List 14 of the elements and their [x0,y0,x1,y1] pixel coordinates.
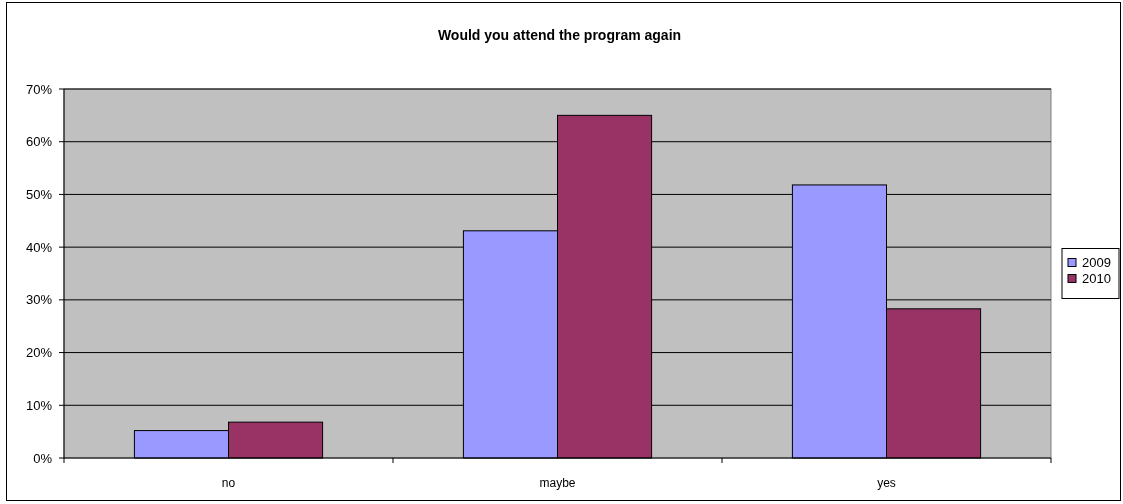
y-tick-label: 20% [25,345,53,361]
y-tick-label: 70% [25,81,53,97]
chart-title: Would you attend the program again [437,27,682,43]
legend-label: 2010 [1082,271,1111,287]
y-tick-label: 60% [25,134,53,150]
x-tick-label: yes [877,476,896,490]
x-tick-label: maybe [539,476,576,490]
y-tick-label: 0% [33,450,53,466]
y-tick-label: 10% [25,397,53,413]
y-tick-label: 40% [25,239,53,255]
y-tick-label: 50% [25,186,53,202]
y-tick-label: 30% [25,292,53,308]
x-tick-label: no [221,476,236,490]
legend-label: 2009 [1082,255,1111,271]
